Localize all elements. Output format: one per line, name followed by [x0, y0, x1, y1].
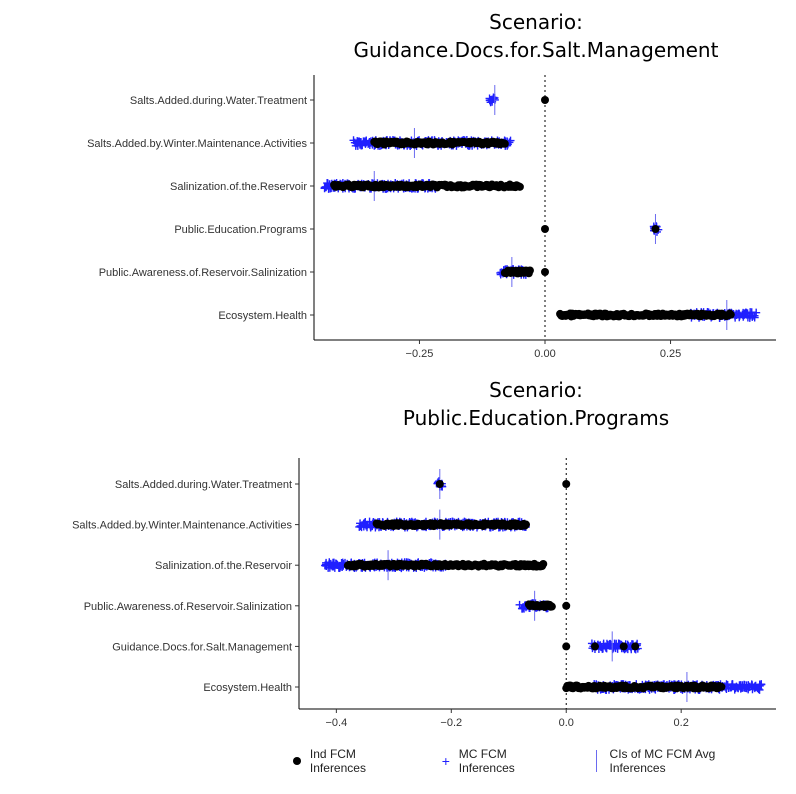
- y-tick-label: Public.Awareness.of.Reservoir.Salinizati…: [84, 601, 292, 613]
- ind-fcm-point: [541, 225, 549, 233]
- ind-fcm-series: [372, 519, 531, 531]
- y-tick-label: Salinization.of.the.Reservoir: [170, 181, 307, 193]
- ind-fcm-point: [525, 266, 534, 275]
- y-tick-label: Ecosystem.Health: [218, 310, 307, 322]
- chart-1-title: Scenario: Guidance.Docs.for.Salt.Managem…: [300, 8, 772, 64]
- mc-fcm-series: [485, 93, 499, 107]
- legend-ind-label: Ind FCM Inferences: [309, 747, 366, 775]
- ind-fcm-series: [541, 96, 549, 104]
- ind-fcm-series: [343, 559, 548, 571]
- chart-1-title-line1: Scenario:: [489, 10, 583, 34]
- ind-fcm-point: [562, 480, 571, 488]
- ind-fcm-point: [631, 642, 640, 651]
- ind-fcm-point: [500, 139, 509, 148]
- mc-fcm-point: [752, 308, 761, 317]
- ind-fcm-point: [651, 225, 660, 233]
- x-tick-label: 0.00: [534, 348, 555, 360]
- y-tick-label: Salinization.of.the.Reservoir: [155, 560, 292, 572]
- ind-fcm-series: [370, 137, 509, 149]
- legend-item-ci: CIs of MC FCM Avg Inferences: [588, 747, 774, 775]
- ind-fcm-point: [726, 310, 735, 319]
- mc-fcm-point: [757, 680, 766, 689]
- y-tick-label: Ecosystem.Health: [203, 682, 292, 694]
- chart-1: −0.25 0.00 0.25 Salts.Added.during.Water.Tr…: [87, 75, 776, 360]
- ind-fcm-point: [590, 642, 599, 651]
- ind-fcm-series: [556, 309, 735, 321]
- chart-2-title-line1: Scenario:: [489, 378, 583, 402]
- legend-plus-icon: +: [441, 753, 450, 769]
- x-tick-label: −0.4: [325, 717, 347, 729]
- y-tick-label: Salts.Added.during.Water.Treatment: [130, 95, 307, 107]
- mc-fcm-point: [506, 136, 515, 145]
- ind-fcm-series: [330, 180, 524, 192]
- x-tick-label: 0.25: [660, 348, 681, 360]
- y-tick-label: Salts.Added.by.Winter.Maintenance.Activi…: [72, 520, 292, 532]
- chart-2-title: Scenario: Public.Education.Programs: [300, 376, 772, 432]
- chart-1-title-line2: Guidance.Docs.for.Salt.Management: [353, 38, 719, 62]
- legend: Ind FCM Inferences + MC FCM Inferences C…: [288, 747, 796, 775]
- mc-fcm-point: [755, 681, 764, 690]
- legend-item-mc: + MC FCM Inferences: [437, 747, 566, 775]
- y-tick-label: Guidance.Docs.for.Salt.Management: [112, 641, 292, 653]
- y-tick-label: Salts.Added.by.Winter.Maintenance.Activi…: [87, 138, 307, 150]
- ind-fcm-point: [539, 559, 548, 568]
- y-tick-label: Public.Education.Programs: [174, 224, 307, 236]
- legend-item-ind: Ind FCM Inferences: [288, 747, 415, 775]
- ind-fcm-point: [717, 682, 726, 691]
- legend-dot-icon: [288, 750, 306, 772]
- ind-fcm-series: [562, 642, 640, 651]
- x-tick-label: −0.25: [406, 348, 434, 360]
- ind-fcm-point: [541, 268, 549, 276]
- y-tick-label: Salts.Added.during.Water.Treatment: [115, 479, 292, 491]
- ind-fcm-series: [524, 600, 571, 611]
- y-tick-label: Public.Awareness.of.Reservoir.Salinizati…: [99, 267, 307, 279]
- ind-fcm-series: [541, 225, 660, 233]
- ind-fcm-series: [562, 681, 726, 693]
- chart-2: −0.4 −0.2 0.0 0.2 Salts.Added.during.Water.T…: [72, 458, 776, 729]
- ind-fcm-point: [541, 96, 549, 104]
- ind-fcm-series: [500, 266, 549, 278]
- legend-ci-label: CIs of MC FCM Avg Inferences: [609, 747, 716, 775]
- ind-fcm-point: [547, 602, 556, 611]
- ind-fcm-point: [562, 601, 571, 610]
- legend-mc-label: MC FCM Inferences: [458, 747, 515, 775]
- ind-fcm-point: [515, 182, 524, 191]
- legend-line-icon: [588, 750, 606, 772]
- chart-2-title-line2: Public.Education.Programs: [402, 406, 670, 430]
- ind-fcm-point: [619, 642, 628, 651]
- ind-fcm-point: [435, 480, 444, 488]
- x-tick-label: −0.2: [440, 717, 462, 729]
- ind-fcm-point: [562, 642, 571, 651]
- x-tick-label: 0.2: [674, 717, 689, 729]
- ind-fcm-point: [522, 520, 531, 529]
- ind-fcm-series: [435, 480, 571, 488]
- x-tick-label: 0.0: [559, 717, 574, 729]
